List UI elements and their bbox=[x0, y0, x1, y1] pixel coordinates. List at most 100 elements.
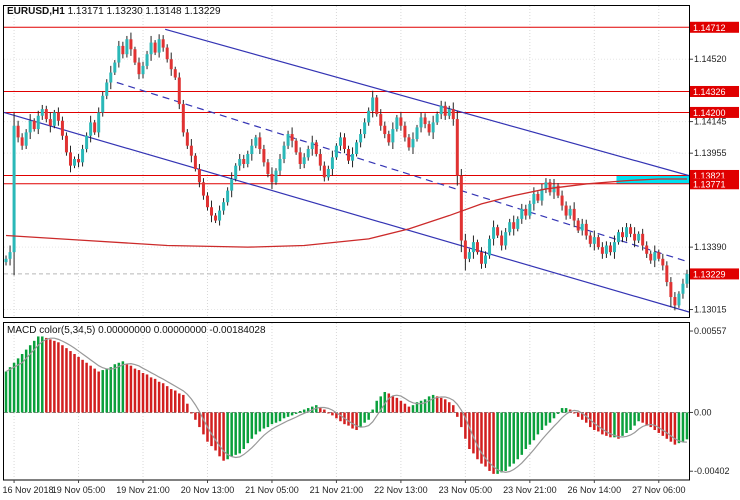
macd-bar bbox=[210, 412, 213, 447]
candle bbox=[189, 145, 193, 156]
candle bbox=[544, 182, 548, 189]
candle bbox=[338, 137, 342, 146]
macd-bar bbox=[331, 412, 334, 416]
candle bbox=[334, 145, 338, 158]
price-axis-label: 1.13390 bbox=[694, 242, 727, 252]
price-level-label-box bbox=[690, 85, 739, 97]
candle bbox=[266, 162, 270, 174]
macd-bar bbox=[28, 345, 32, 413]
macd-bar bbox=[198, 412, 201, 428]
macd-values: 0.00000000 0.00000000 -0.00184028 bbox=[98, 325, 266, 336]
macd-bar bbox=[323, 409, 326, 413]
candle bbox=[576, 220, 580, 231]
candle bbox=[153, 42, 157, 53]
candle bbox=[60, 120, 64, 136]
macd-bar bbox=[556, 412, 560, 414]
macd-bar bbox=[411, 405, 415, 413]
macd-bar bbox=[351, 412, 354, 429]
macd-bar bbox=[105, 368, 108, 413]
macd-bar bbox=[97, 371, 100, 413]
macd-bar bbox=[633, 412, 636, 426]
macd-bar bbox=[242, 412, 245, 450]
price-level-label: 1.14326 bbox=[693, 87, 726, 97]
time-axis-scale[interactable] bbox=[0, 480, 740, 500]
candle bbox=[290, 134, 294, 141]
candle bbox=[89, 122, 93, 136]
time-axis-label: 21 Nov 21:00 bbox=[310, 485, 364, 495]
macd-bar bbox=[41, 336, 44, 413]
chart-quote-ohlc: 1.13171 1.13230 1.13148 1.13229 bbox=[67, 6, 221, 17]
macd-axis-label: 0.00 bbox=[694, 407, 712, 417]
time-axis-label: 19 Nov 21:00 bbox=[116, 485, 170, 495]
macd-bar bbox=[85, 362, 88, 413]
macd-bar bbox=[572, 412, 576, 414]
candle bbox=[205, 195, 209, 208]
candle bbox=[383, 125, 387, 135]
candle bbox=[282, 145, 286, 160]
candle bbox=[177, 77, 181, 105]
macd-bar bbox=[319, 408, 322, 413]
macd-bar bbox=[637, 412, 640, 422]
macd-bar bbox=[379, 396, 382, 413]
macd-bar bbox=[230, 412, 233, 457]
candle bbox=[355, 142, 359, 155]
macd-bar bbox=[238, 412, 241, 454]
candle bbox=[218, 210, 222, 221]
macd-bar bbox=[685, 412, 689, 440]
macd-bar bbox=[315, 405, 318, 413]
candle bbox=[121, 45, 125, 55]
candle bbox=[560, 195, 564, 206]
macd-bar bbox=[448, 402, 451, 413]
candle bbox=[604, 245, 608, 254]
time-axis-label: 26 Nov 14:00 bbox=[568, 485, 622, 495]
candle bbox=[169, 59, 173, 70]
candle bbox=[572, 208, 576, 221]
macd-bar bbox=[605, 412, 608, 436]
candle bbox=[137, 62, 141, 75]
candle bbox=[222, 202, 226, 211]
price-level-label: 1.14712 bbox=[693, 23, 726, 33]
macd-bar bbox=[560, 408, 564, 413]
macd-bar bbox=[540, 412, 544, 431]
macd-bar bbox=[250, 412, 254, 439]
macd-bar bbox=[456, 412, 459, 417]
pane-divider[interactable] bbox=[3, 318, 690, 322]
macd-bar bbox=[65, 348, 68, 413]
price-axis-scale[interactable] bbox=[690, 6, 740, 480]
macd-bar bbox=[427, 396, 431, 413]
candle bbox=[645, 245, 649, 254]
candle bbox=[161, 39, 165, 48]
macd-bar bbox=[182, 394, 185, 413]
candle bbox=[375, 97, 379, 115]
macd-bar bbox=[367, 412, 370, 420]
candle bbox=[568, 208, 572, 216]
candle bbox=[395, 117, 399, 130]
macd-bar bbox=[593, 412, 596, 431]
macd-bar bbox=[576, 412, 580, 417]
macd-bar bbox=[403, 403, 407, 413]
macd-bar bbox=[226, 412, 229, 460]
candle bbox=[250, 145, 254, 155]
time-axis-label: 16 Nov 2018 bbox=[2, 485, 53, 495]
candle bbox=[665, 265, 669, 283]
macd-bar bbox=[520, 412, 524, 455]
macd-bar bbox=[32, 340, 36, 413]
time-axis-label: 19 Nov 05:00 bbox=[52, 485, 106, 495]
macd-bar bbox=[174, 390, 177, 413]
macd-bar bbox=[153, 378, 157, 413]
candle bbox=[242, 159, 246, 164]
candle bbox=[44, 109, 48, 120]
candle bbox=[435, 114, 439, 123]
macd-bar bbox=[81, 359, 84, 413]
macd-bar bbox=[621, 412, 624, 436]
candle bbox=[270, 173, 274, 183]
macd-bar bbox=[45, 337, 48, 413]
macd-bar bbox=[93, 368, 96, 413]
macd-bar bbox=[649, 412, 652, 428]
macd-bar bbox=[355, 412, 358, 431]
trendline bbox=[3, 111, 690, 313]
candle bbox=[185, 132, 189, 146]
ma-line bbox=[5, 178, 687, 248]
